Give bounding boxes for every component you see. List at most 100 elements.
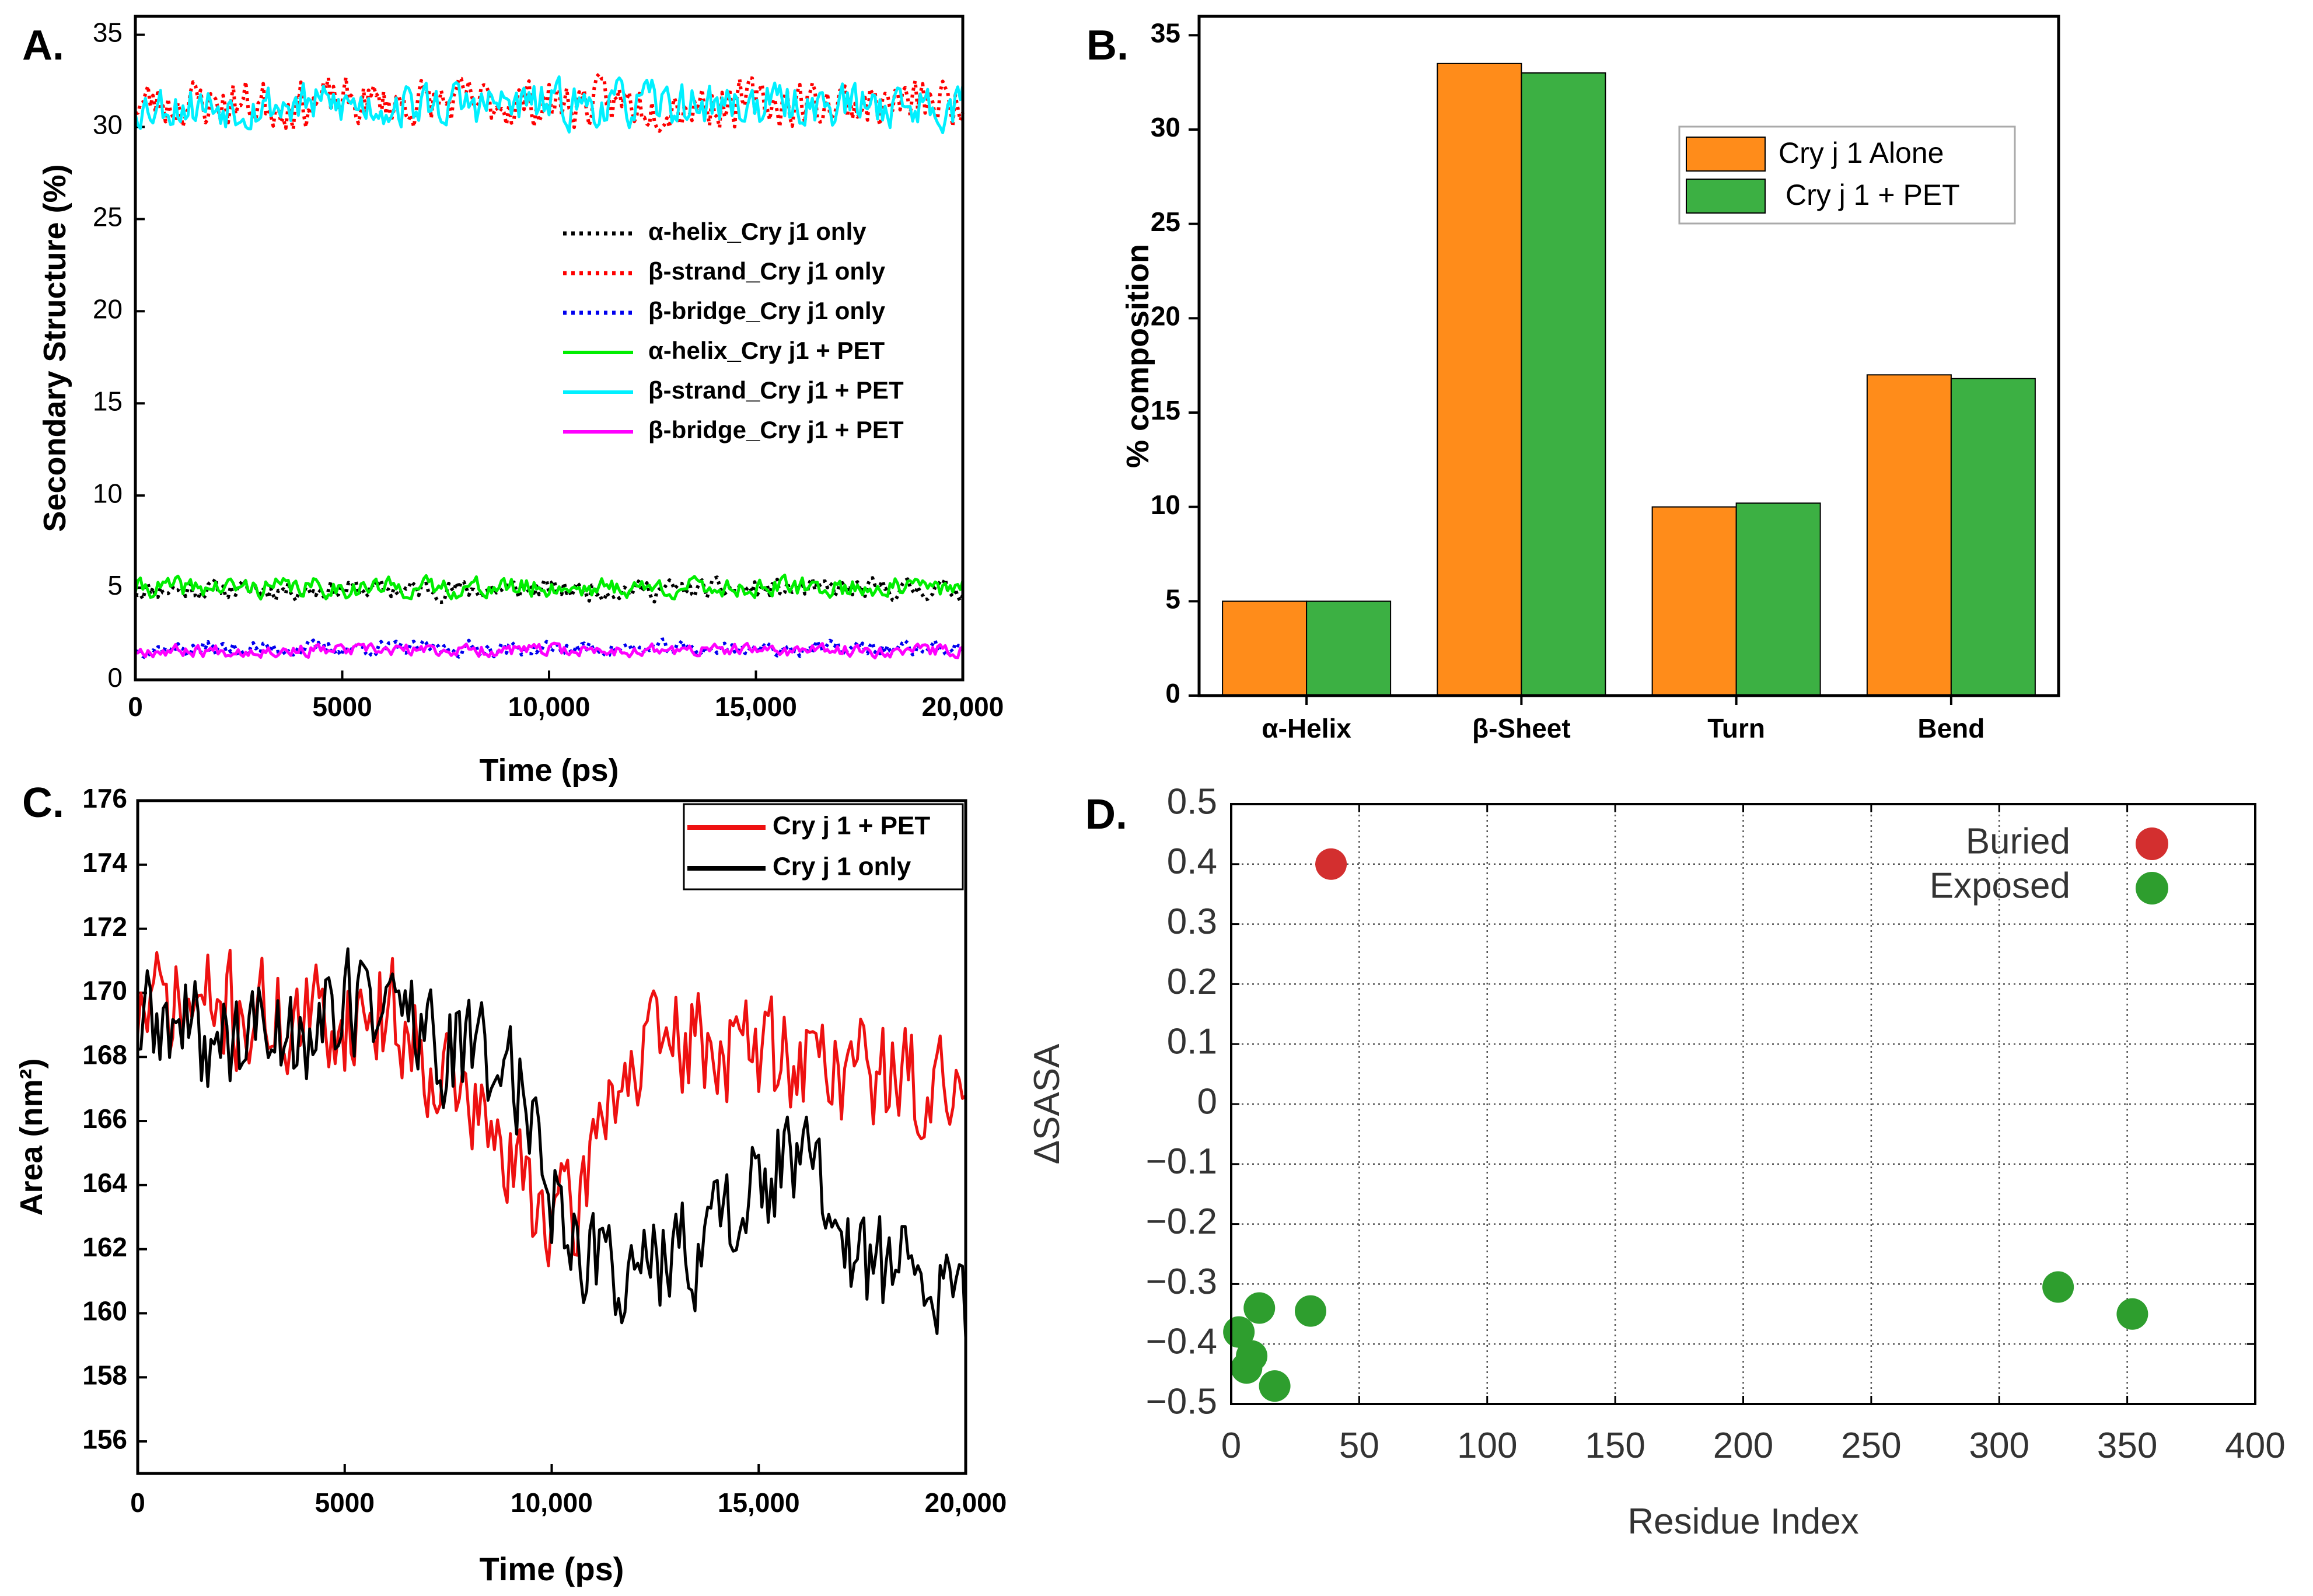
- legend-swatch: [1686, 179, 1766, 214]
- legend-label: Cry j 1 + PET: [773, 812, 930, 840]
- y-tick-label: 156: [82, 1424, 127, 1454]
- y-tick-label: 10: [1151, 490, 1180, 520]
- legend-box: [683, 803, 964, 890]
- legend-label: β-strand_Cry j1 only: [648, 257, 886, 285]
- x-tick-label: 20,000: [922, 692, 1004, 722]
- x-tick-label: 5000: [312, 692, 372, 722]
- legend-label: α-helix_Cry j1 + PET: [648, 337, 885, 364]
- y-tick-label: 35: [93, 18, 123, 48]
- bar: [1950, 378, 2036, 696]
- x-tick-label: 300: [1969, 1426, 2029, 1466]
- y-tick-label: −0.1: [1146, 1141, 1217, 1182]
- y-tick-label: 20: [1151, 301, 1180, 331]
- x-axis-label: Time (ps): [480, 1550, 624, 1587]
- y-tick-label: 158: [82, 1360, 127, 1390]
- data-point-exposed: [2116, 1298, 2148, 1330]
- bar: [1651, 506, 1737, 697]
- plot-frame: [1230, 803, 2256, 1405]
- legend-label: Buried: [1966, 821, 2070, 861]
- x-tick-label: 5000: [315, 1487, 375, 1518]
- y-tick-label: 162: [82, 1232, 127, 1262]
- bar: [1521, 72, 1606, 696]
- bar: [1735, 502, 1821, 696]
- data-point-exposed: [1236, 1340, 1268, 1372]
- data-point-buried: [1315, 848, 1347, 880]
- x-tick-label: 0: [128, 692, 143, 722]
- y-tick-label: 0.3: [1167, 902, 1217, 942]
- y-tick-label: −0.2: [1146, 1202, 1217, 1242]
- x-tick-label: 15,000: [715, 692, 797, 722]
- y-tick-label: 0: [107, 662, 123, 693]
- x-tick-label: 0: [130, 1487, 145, 1518]
- legend-swatch: [2136, 827, 2168, 860]
- y-tick-label: −0.5: [1146, 1381, 1217, 1422]
- series-line-strand_pet: [134, 75, 965, 134]
- y-tick-label: 172: [82, 911, 127, 942]
- x-tick-label: Turn: [1707, 713, 1765, 743]
- y-tick-label: 0.2: [1167, 962, 1217, 1002]
- legend-swatch: [1686, 137, 1766, 172]
- chart-C: 156 158 160 162 164 166 168 170 172 174 176 0 5000 10…: [14, 783, 1007, 1587]
- y-tick-label: 170: [82, 976, 127, 1006]
- series-line-helix_only: [134, 575, 965, 605]
- legend-label: Cry j 1 + PET: [1786, 179, 1960, 211]
- plot-frame: [1197, 15, 2060, 697]
- x-tick-label: 350: [2097, 1426, 2157, 1466]
- legend-label: β-bridge_Cry j1 only: [648, 297, 886, 324]
- y-tick-label: 0: [1165, 678, 1180, 708]
- y-tick-label: 168: [82, 1039, 127, 1070]
- y-tick-label: 174: [82, 847, 127, 878]
- legend-label: Exposed: [1930, 865, 2070, 906]
- panel-label-b: B.: [1086, 22, 1128, 69]
- bar: [1222, 600, 1308, 697]
- x-tick-label: β-Sheet: [1472, 713, 1571, 743]
- data-point-exposed: [2042, 1271, 2074, 1303]
- y-axis-label: ΔSASA: [1027, 1043, 1067, 1164]
- series-line-bridge_pet: [135, 641, 964, 659]
- y-tick-label: 25: [93, 202, 123, 232]
- y-tick-label: 176: [82, 783, 127, 813]
- bar: [1866, 374, 1952, 696]
- y-tick-label: 5: [107, 570, 123, 600]
- x-tick-label: 20,000: [925, 1487, 1007, 1518]
- chart-D: −0.5 −0.4 −0.3 −0.2 −0.1 0 0.1 0.2 0.3 0.4 0.5 0 50 1…: [1027, 781, 2286, 1542]
- x-tick-label: 50: [1339, 1426, 1379, 1466]
- y-tick-label: 20: [93, 294, 123, 324]
- y-tick-label: 0: [1197, 1081, 1217, 1122]
- y-tick-label: 160: [82, 1296, 127, 1326]
- y-tick-label: 0.1: [1167, 1022, 1217, 1062]
- legend-label: Cry j 1 Alone: [1779, 137, 1944, 169]
- x-tick-label: 10,000: [508, 692, 591, 722]
- y-tick-label: 164: [82, 1168, 127, 1198]
- y-axis-label: Area (nm²): [14, 1058, 49, 1216]
- y-tick-label: 30: [1151, 112, 1180, 142]
- bar: [1437, 62, 1522, 696]
- data-point-exposed: [1243, 1292, 1276, 1324]
- y-tick-label: 35: [1151, 18, 1180, 48]
- x-tick-label: 250: [1841, 1426, 1901, 1466]
- y-tick-label: 166: [82, 1103, 127, 1134]
- chart-A: 0 5 10 15 20 25 30 35 0 5000 10,000 15,000 20,000 Tim…: [37, 15, 1004, 788]
- plot-frame: [134, 15, 965, 682]
- legend-label: Cry j 1 only: [773, 853, 911, 881]
- chart-B: 0 5 10 15 20 25 30 35 % composition α-Helix β-Shee…: [1120, 15, 2060, 743]
- x-tick-label: α-Helix: [1262, 713, 1351, 743]
- series-line-helix_pet: [134, 574, 965, 601]
- x-axis-label: Time (ps): [479, 753, 619, 788]
- legend-label: α-helix_Cry j1 only: [648, 218, 866, 245]
- x-tick-label: 100: [1457, 1426, 1517, 1466]
- series-line-only: [137, 947, 967, 1338]
- x-tick-label: Bend: [1917, 713, 1984, 743]
- y-tick-label: 15: [1151, 395, 1180, 425]
- bar: [1306, 600, 1392, 697]
- legend-label: β-strand_Cry j1 + PET: [648, 376, 904, 404]
- panel-label-c: C.: [22, 780, 64, 826]
- y-tick-label: 0.4: [1167, 841, 1217, 882]
- y-tick-label: 15: [93, 386, 123, 416]
- y-tick-label: −0.4: [1146, 1322, 1217, 1362]
- y-tick-label: 0.5: [1167, 781, 1217, 822]
- y-tick-label: 10: [93, 478, 123, 508]
- y-tick-label: 30: [93, 110, 123, 140]
- data-point-exposed: [1259, 1370, 1291, 1402]
- x-tick-label: 0: [1221, 1426, 1241, 1466]
